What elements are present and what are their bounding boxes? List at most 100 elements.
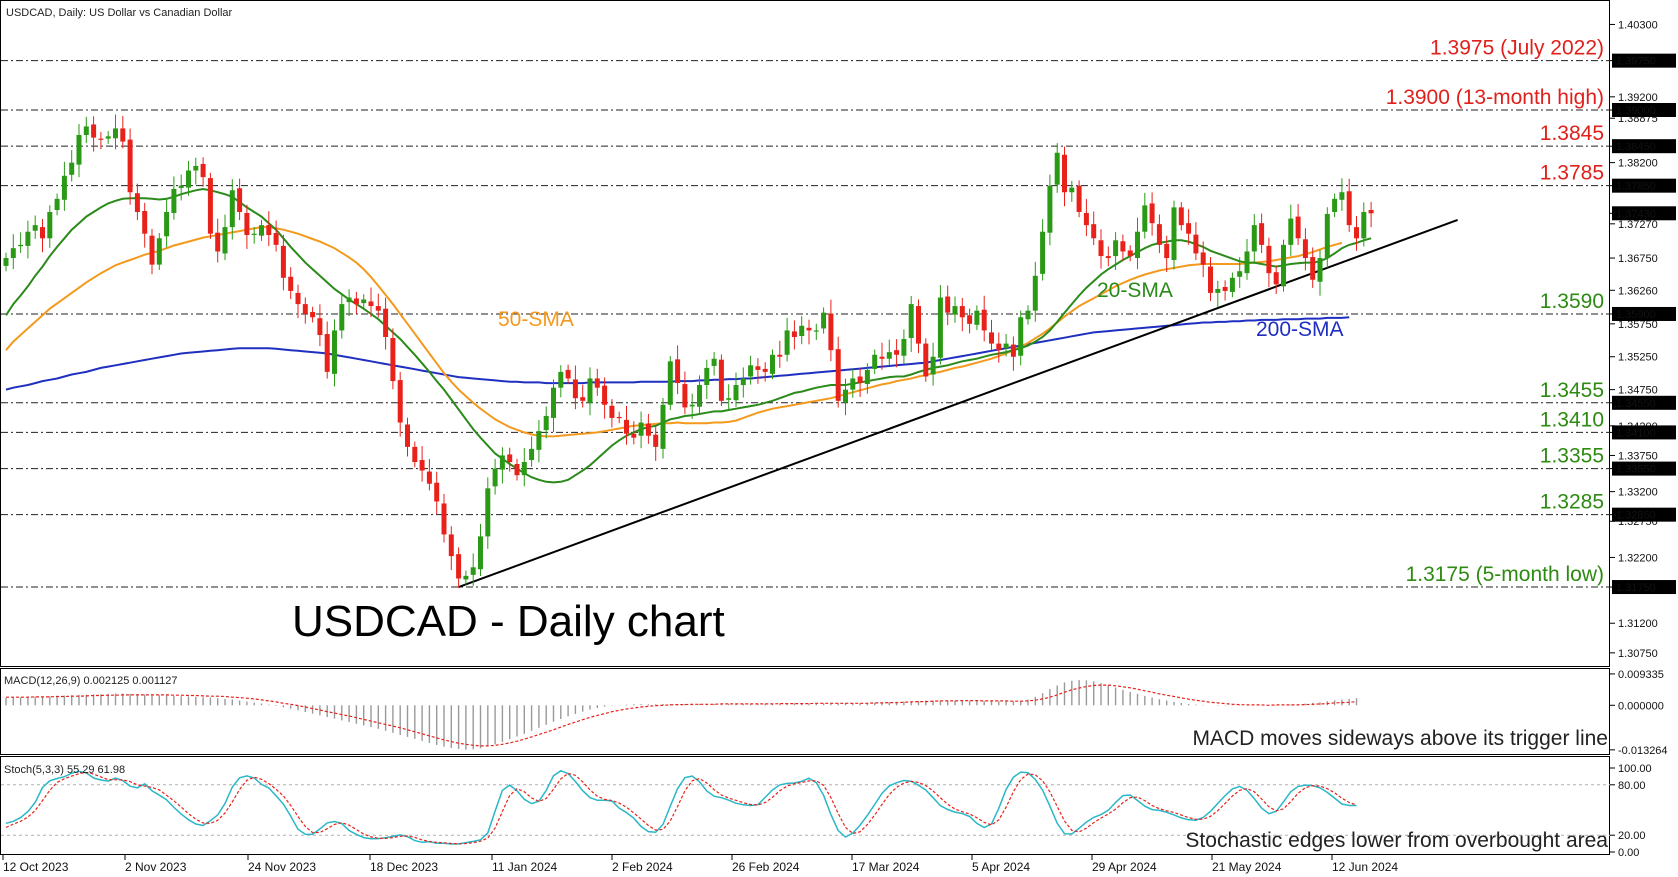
candle-body [98, 138, 104, 140]
candle-body [127, 139, 133, 193]
candle-body [3, 258, 9, 266]
candle-body [923, 343, 929, 377]
candle-body [1164, 243, 1170, 259]
candle-body [813, 330, 819, 332]
candle-body [967, 315, 973, 324]
candle-body [259, 225, 264, 236]
candle-body [288, 276, 294, 291]
macd-note: MACD moves sideways above its trigger li… [1193, 727, 1609, 750]
candle-body [339, 304, 345, 331]
candle-body [952, 306, 958, 315]
candle-body [1098, 240, 1104, 257]
candle-body [660, 404, 666, 449]
candle-body [718, 359, 724, 401]
candle-body [1091, 224, 1097, 239]
candle-body [426, 471, 432, 484]
candle-body [164, 211, 170, 237]
x-tick-label-3: 18 Dec 2023 [370, 860, 438, 874]
level-label-9: 1.3175 (5-month low) [1406, 563, 1604, 586]
level-tag-9: 1.31750 [1616, 582, 1656, 594]
y-tick-label-15: 1.34750 [1618, 385, 1658, 397]
y-tick-label-6: 1.38200 [1618, 158, 1658, 170]
level-label-5: 1.3455 [1540, 379, 1604, 402]
candle-body [222, 227, 228, 254]
stoch-note: Stochastic edges lower from overbought a… [1185, 829, 1608, 852]
level-label-0: 1.3975 (July 2022) [1430, 37, 1604, 60]
stoch-pane-frame [0, 756, 1610, 855]
stoch-y-tick-label-2: 20.00 [1618, 830, 1646, 842]
candle-body [667, 361, 673, 405]
candle-body [587, 378, 593, 403]
stoch-k-line [5, 769, 1357, 845]
candle-body [1361, 211, 1367, 239]
candlesticks [3, 114, 1374, 589]
candle-body [857, 376, 863, 384]
candle-body [1295, 216, 1301, 239]
candle-body [558, 371, 564, 388]
y-tick-label-13: 1.35750 [1618, 319, 1658, 331]
candle-body [10, 248, 16, 259]
macd-pane-frame [0, 668, 1610, 755]
sma50-line [5, 226, 1343, 438]
sma200-label: 200-SMA [1256, 318, 1344, 341]
candle-body [397, 380, 403, 423]
candle-body [843, 389, 848, 403]
x-tick-label-9: 29 Apr 2024 [1092, 860, 1157, 874]
candle-body [1193, 234, 1199, 254]
candle-body [1032, 275, 1038, 311]
candle-body [916, 306, 921, 344]
level-label-2: 1.3845 [1540, 122, 1604, 145]
level-tag-1: 1.39000 [1616, 105, 1656, 117]
candle-body [850, 378, 856, 390]
candle-body [1302, 239, 1308, 259]
candle-body [368, 301, 374, 307]
y-tick-label-19: 1.33750 [1618, 450, 1658, 462]
current-price-tag-bg [1612, 206, 1676, 221]
y-tick-label-0: 1.40300 [1618, 19, 1658, 31]
candle-body [1251, 225, 1257, 252]
candle-body [47, 211, 53, 239]
candle-body [1083, 212, 1089, 226]
level-label-8: 1.3285 [1540, 491, 1604, 514]
candle-body [974, 310, 980, 325]
chart-header-label: USDCAD, Daily: US Dollar vs Canadian Dol… [6, 7, 233, 19]
macd-title: MACD(12,26,9) 0.002125 0.001127 [4, 675, 177, 687]
candle-body [69, 162, 75, 175]
candle-body [361, 299, 367, 304]
level-tag-bg-7 [1612, 461, 1676, 476]
candle-body [959, 306, 965, 318]
level-tag-5: 1.34550 [1616, 398, 1656, 410]
level-label-7: 1.3355 [1540, 445, 1604, 468]
stoch-y-tick-label-1: 80.00 [1618, 780, 1646, 792]
candle-body [302, 304, 308, 314]
uptrend-line [458, 218, 1458, 588]
candle-body [733, 385, 739, 401]
candle-body [310, 311, 316, 318]
candle-body [872, 354, 878, 369]
candle-body [602, 385, 608, 405]
candle-body [1003, 343, 1009, 349]
candle-body [945, 296, 951, 313]
x-tick-label-4: 11 Jan 2024 [492, 860, 557, 874]
level-tag-2: 1.38450 [1616, 141, 1656, 153]
candle-body [835, 349, 841, 401]
candle-body [193, 165, 199, 171]
candle-body [624, 419, 629, 434]
candle-body [638, 422, 644, 436]
candle-body [353, 298, 359, 305]
candle-body [1069, 187, 1075, 193]
level-tag-bg-1 [1612, 102, 1676, 117]
candle-body [1156, 224, 1162, 245]
y-tick-label-11: 1.36260 [1618, 285, 1658, 297]
x-tick-label-10: 21 May 2024 [1212, 860, 1282, 874]
level-tag-4: 1.35900 [1616, 309, 1656, 321]
candle-body [434, 482, 440, 502]
x-tick-label-11: 12 Jun 2024 [1332, 860, 1398, 874]
level-tag-bg-4 [1612, 306, 1676, 321]
candle-body [485, 488, 491, 537]
candle-body [521, 462, 527, 476]
candle-body [32, 225, 38, 231]
candle-body [901, 338, 907, 356]
candle-body [390, 337, 396, 382]
